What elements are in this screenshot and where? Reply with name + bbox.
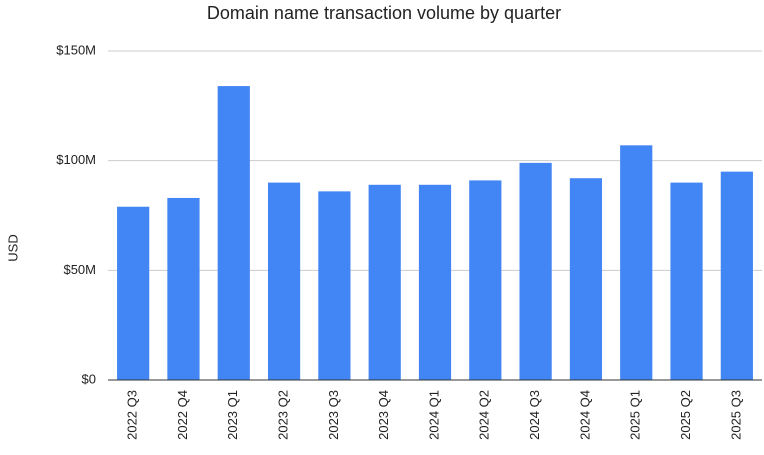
y-tick-label: $50M xyxy=(63,262,96,277)
x-tick-label: 2024 Q1 xyxy=(426,390,441,440)
x-tick-label: 2024 Q2 xyxy=(477,390,492,440)
bar xyxy=(368,184,401,380)
y-tick-label: $100M xyxy=(56,152,96,167)
y-tick-label: $150M xyxy=(56,42,96,57)
bar xyxy=(670,182,703,380)
bar xyxy=(519,162,552,380)
chart-title: Domain name transaction volume by quarte… xyxy=(207,3,561,23)
bar xyxy=(418,184,452,380)
bar xyxy=(569,178,603,380)
y-axis-label: USD xyxy=(5,234,20,261)
x-tick-label: 2023 Q4 xyxy=(376,390,391,440)
x-tick-label: 2025 Q1 xyxy=(628,390,643,440)
bar xyxy=(620,145,653,380)
bar xyxy=(117,206,150,380)
x-tick-label: 2023 Q1 xyxy=(225,390,240,440)
x-tick-label: 2022 Q3 xyxy=(125,390,140,440)
bar xyxy=(217,86,250,381)
y-tick-label: $0 xyxy=(82,371,96,386)
bar xyxy=(267,182,301,380)
x-tick-label: 2025 Q3 xyxy=(728,390,743,440)
bar xyxy=(469,180,502,380)
x-tick-label: 2025 Q2 xyxy=(678,390,693,440)
bar xyxy=(318,191,351,380)
bar xyxy=(167,197,200,380)
x-tick-label: 2022 Q4 xyxy=(175,390,190,440)
x-tick-label: 2023 Q2 xyxy=(276,390,291,440)
x-tick-label: 2024 Q4 xyxy=(577,390,592,440)
x-tick-label: 2024 Q3 xyxy=(527,390,542,440)
x-tick-label: 2023 Q3 xyxy=(326,390,341,440)
bar xyxy=(720,171,753,380)
